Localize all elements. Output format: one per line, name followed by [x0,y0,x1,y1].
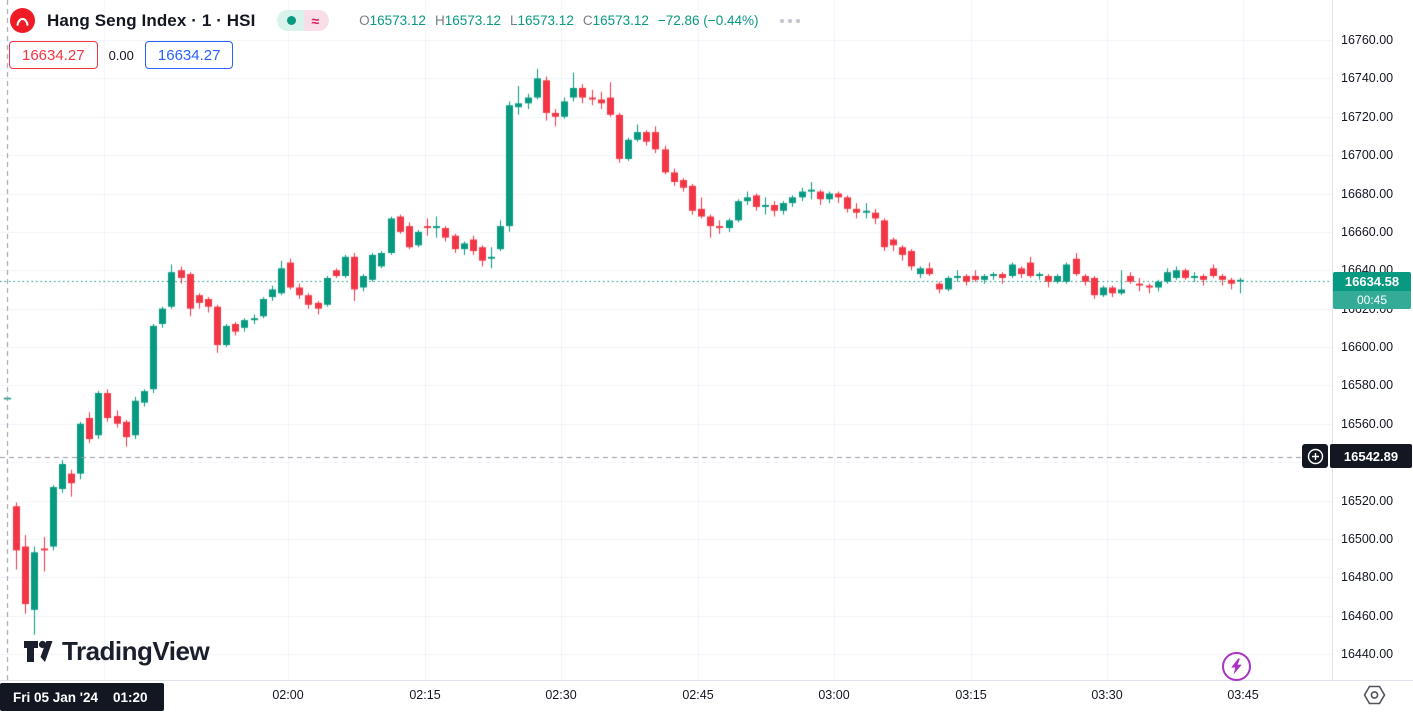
time-axis-label: 02:45 [682,688,714,702]
hsi-logo-icon [16,17,29,26]
bar-countdown: 00:45 [1333,291,1411,309]
change-value: −72.86 (−0.44%) [657,13,759,28]
time-axis-label: 03:15 [955,688,987,702]
price-axis-label: 16560.00 [1341,416,1394,431]
time-axis-label: 03:30 [1091,688,1123,702]
price-axis-label: 16440.00 [1341,647,1394,661]
axis-settings-button[interactable] [1362,684,1386,705]
symbol-title[interactable]: Hang Seng Index · 1 · HSI [47,10,256,30]
current-price-value: 16634.58 [1344,274,1400,289]
dot-icon [788,18,793,23]
crosshair-date-tag: Fri 05 Jan '24 01:20 [0,683,164,711]
spread-value: 0.00 [108,47,134,63]
price-axis-label: 16720.00 [1341,109,1394,124]
crosshair-time: 01:20 [113,689,148,705]
low-label: L [510,13,518,28]
circle-plus-icon [1307,448,1323,464]
current-price-tag: 16634.58 00:45 [1333,272,1411,309]
price-axis[interactable]: 16760.00 16740.00 16720.00 16700.00 16680.00… [1333,0,1413,680]
candlestick-chart[interactable] [0,0,1332,680]
status-dot-icon [287,16,297,25]
sell-price-button[interactable]: 16634.27 [9,41,98,69]
close-value: 16573.12 [592,13,649,28]
approx-segment: ≈ [304,10,330,31]
high-value: 16573.12 [444,13,501,28]
tradingview-logo-icon [24,640,53,662]
instant-trading-button[interactable] [1222,652,1251,681]
price-axis-label: 16680.00 [1341,186,1394,201]
open-label: O [359,13,370,28]
time-axis-separator [0,680,1413,681]
ohlc-readout: O16573.12 H16573.12 L16573.12 C16573.12 … [359,13,758,28]
hexagon-eye-icon [1363,685,1385,704]
price-axis-label: 16520.00 [1341,493,1394,508]
price-axis-label: 16580.00 [1341,378,1394,393]
quote-row: 16634.27 0.00 16634.27 [9,41,234,69]
time-axis-label: 02:30 [545,688,577,702]
time-axis-label: 03:45 [1227,688,1259,702]
close-label: C [582,13,593,28]
lightning-bolt-icon [1231,658,1242,675]
price-axis-label: 16500.00 [1341,531,1394,546]
chart-legend: Hang Seng Index · 1 · HSI ≈ O16573.12 H1… [10,8,804,33]
buy-price-button[interactable]: 16634.27 [144,41,234,69]
time-axis[interactable]: 02:00 02:15 02:30 02:45 03:00 03:15 03:30 03:45 [0,681,1413,713]
add-alert-plus-button[interactable] [1302,444,1328,468]
approx-icon: ≈ [311,12,320,29]
price-axis-label: 16480.00 [1341,570,1394,585]
price-axis-separator [1332,0,1333,680]
market-status-pill[interactable]: ≈ [277,10,330,31]
price-axis-label: 16700.00 [1341,148,1394,163]
crosshair-date: Fri 05 Jan '24 [13,689,99,705]
time-axis-label: 03:00 [818,688,850,702]
symbol-logo [10,8,35,33]
dot-icon [796,18,801,23]
low-value: 16573.12 [517,13,574,28]
dot-icon [780,18,785,23]
price-axis-label: 16600.00 [1341,340,1394,354]
crosshair-price-tag: 16542.89 [1330,444,1412,468]
status-dot-segment [277,10,305,31]
more-options-button[interactable] [776,15,804,27]
price-axis-label: 16460.00 [1341,608,1394,623]
open-value: 16573.12 [369,13,426,28]
price-axis-label: 16740.00 [1341,71,1394,86]
watermark-brand: TradingView [62,636,210,666]
price-axis-label: 16760.00 [1341,33,1394,47]
price-axis-label: 16660.00 [1341,224,1394,239]
crosshair-price-group: 16542.89 [1302,444,1412,468]
tradingview-watermark[interactable]: TradingView [22,636,210,667]
time-axis-label: 02:00 [272,688,304,702]
high-label: H [434,13,445,28]
time-axis-label: 02:15 [409,688,441,702]
